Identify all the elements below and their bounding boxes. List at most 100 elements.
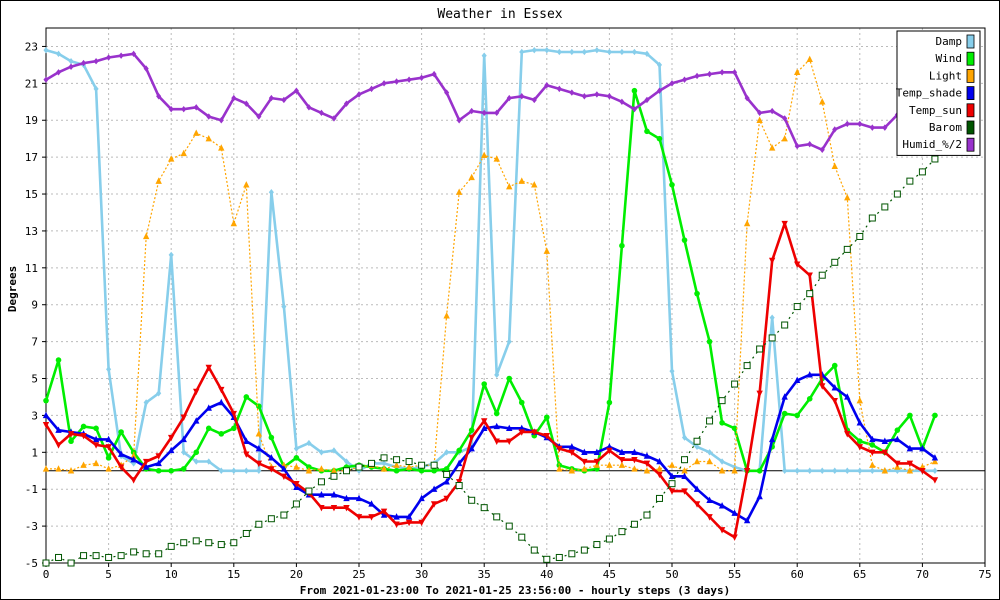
data-point [844,194,851,201]
data-point [142,550,150,558]
data-point [256,467,262,474]
x-tick-label: 20 [290,568,303,581]
data-point [293,480,300,488]
data-point [568,467,576,474]
data-point [105,455,112,461]
series-line [44,222,936,539]
data-point [831,384,838,391]
data-point [806,396,813,402]
data-point [368,85,375,93]
data-point [681,434,688,441]
data-point [631,87,638,94]
data-point [193,104,199,111]
data-point [669,367,675,375]
legend-label: Wind [936,52,963,65]
data-point [732,69,738,76]
data-point [68,58,74,65]
data-point [268,188,274,196]
data-point [706,338,713,345]
data-point [468,427,475,433]
data-point [781,410,788,417]
data-point [317,478,325,486]
data-point [130,452,137,459]
x-axis-label: From 2021-01-23:00 To 2021-01-25 23:56:0… [300,584,730,597]
data-point [393,513,400,520]
data-point [92,552,100,560]
data-point [268,434,275,441]
data-point [368,500,375,507]
data-point [832,467,838,474]
data-point [868,214,876,222]
data-point [168,155,175,162]
data-point [844,431,851,438]
data-point [832,126,838,133]
data-point [105,465,112,472]
data-point [768,334,776,342]
data-point [406,76,412,83]
series-humid-2 [43,50,938,153]
data-point [67,559,75,567]
data-point [857,120,863,128]
data-point [819,383,826,390]
data-point [305,487,313,495]
data-point [217,541,225,549]
data-point [130,477,137,484]
data-point [631,456,638,464]
data-point [455,188,463,195]
data-point [856,444,863,451]
data-point [782,467,788,474]
data-point [893,190,901,198]
data-point [869,435,876,443]
x-tick-label: 15 [227,568,240,581]
data-point [544,46,550,54]
data-point [869,124,875,131]
data-point [693,501,701,508]
data-point [606,93,612,100]
data-point [443,312,450,319]
data-point [606,399,613,406]
x-tick-label: 50 [665,568,678,581]
data-point [782,115,788,122]
data-point [468,496,476,504]
y-tick-label: 23 [25,40,38,53]
data-point [55,50,62,58]
data-point [405,513,413,520]
data-point [644,96,650,104]
data-point [781,393,788,400]
data-point [268,454,275,461]
data-point [655,494,663,502]
data-point [906,444,914,452]
data-point [455,482,463,490]
data-point [681,467,688,474]
data-point [231,94,237,102]
data-point [581,448,588,456]
data-point [806,371,813,378]
data-point [130,455,137,463]
data-point [656,471,663,479]
data-point [669,80,675,87]
data-point [455,459,463,467]
data-point [706,496,713,503]
data-point [205,364,212,372]
data-point [631,448,638,456]
legend: Damp Wind Light Temp_shade Temp_sun Barom Humi… [896,30,981,156]
data-point [418,494,425,502]
data-point [243,394,250,400]
data-point [518,533,526,541]
data-point [193,417,200,424]
data-point [643,452,651,459]
data-point [106,366,112,373]
data-point [181,449,187,456]
data-point [481,424,488,432]
data-point [343,100,350,107]
data-point [594,46,600,54]
data-point [42,559,50,567]
data-point [342,467,350,475]
data-point [218,398,225,406]
data-point [693,485,701,492]
data-point [68,63,74,70]
data-point [630,520,638,528]
x-tick-label: 45 [603,568,616,581]
data-point [918,168,926,176]
data-point [505,522,513,530]
